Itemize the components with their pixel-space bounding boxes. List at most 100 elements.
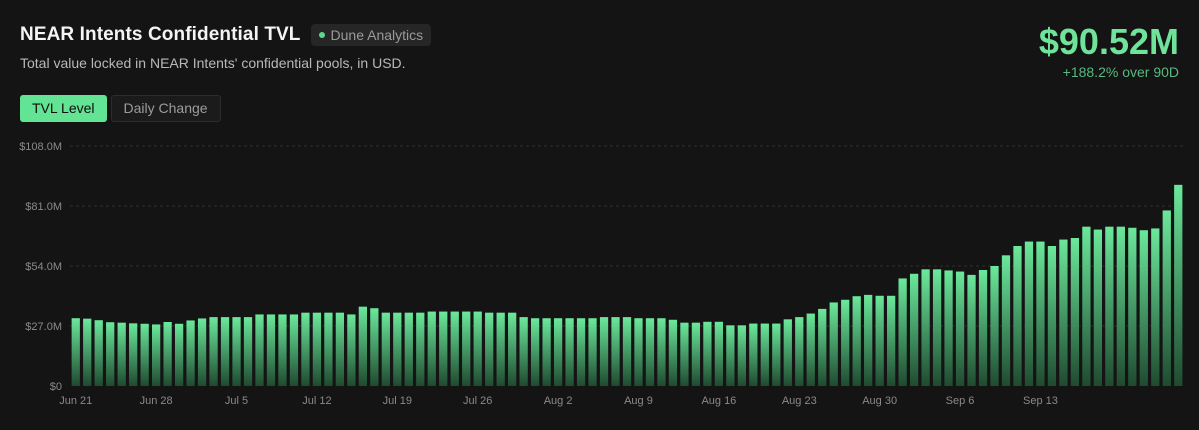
tab-tvl-level[interactable]: TVL Level — [20, 95, 107, 122]
bar[interactable] — [887, 295, 896, 386]
bar[interactable] — [289, 314, 299, 386]
bar[interactable] — [450, 311, 459, 386]
bar[interactable] — [439, 311, 448, 386]
bar[interactable] — [519, 317, 528, 386]
bar[interactable] — [955, 271, 965, 386]
bar[interactable] — [1093, 229, 1102, 386]
bar[interactable] — [1082, 226, 1091, 386]
bar[interactable] — [772, 323, 781, 386]
bar[interactable] — [1162, 210, 1171, 386]
bar[interactable] — [622, 317, 632, 386]
bar[interactable] — [232, 317, 241, 386]
bar[interactable] — [576, 318, 586, 386]
bar[interactable] — [657, 318, 666, 386]
bar[interactable] — [1174, 184, 1183, 386]
bar[interactable] — [542, 318, 551, 386]
bar[interactable] — [473, 311, 482, 386]
bar[interactable] — [668, 319, 678, 386]
bar[interactable] — [220, 317, 230, 386]
bar[interactable] — [978, 270, 988, 386]
bar[interactable] — [117, 322, 126, 386]
bar[interactable] — [875, 295, 884, 386]
bar[interactable] — [611, 317, 620, 386]
bar[interactable] — [565, 318, 574, 386]
bar[interactable] — [209, 317, 218, 386]
bar[interactable] — [806, 313, 815, 386]
bar[interactable] — [174, 323, 184, 386]
bar[interactable] — [680, 322, 689, 386]
bar[interactable] — [691, 322, 701, 386]
bar[interactable] — [243, 317, 253, 386]
bar[interactable] — [737, 325, 746, 386]
bar[interactable] — [588, 318, 597, 386]
bar[interactable] — [1128, 227, 1137, 386]
bar[interactable] — [1070, 238, 1080, 386]
source-badge[interactable]: Dune Analytics — [310, 24, 432, 46]
bar[interactable] — [129, 323, 138, 386]
bar[interactable] — [266, 314, 276, 386]
bar[interactable] — [921, 269, 930, 386]
bar[interactable] — [760, 323, 769, 386]
bar[interactable] — [140, 323, 149, 386]
bar[interactable] — [416, 312, 425, 386]
bar[interactable] — [94, 320, 103, 386]
bar[interactable] — [106, 322, 115, 386]
bar[interactable] — [932, 269, 942, 386]
bar[interactable] — [393, 312, 402, 386]
bar[interactable] — [381, 312, 390, 386]
bar[interactable] — [485, 312, 494, 386]
bar[interactable] — [944, 270, 953, 386]
bar[interactable] — [163, 322, 172, 386]
bar[interactable] — [278, 314, 287, 386]
bar[interactable] — [347, 314, 356, 386]
bar[interactable] — [1105, 226, 1114, 386]
bar[interactable] — [967, 274, 976, 386]
bar[interactable] — [749, 323, 758, 386]
bar[interactable] — [462, 311, 471, 386]
bar[interactable] — [841, 299, 850, 386]
bar[interactable] — [404, 312, 413, 386]
bar[interactable] — [829, 302, 838, 386]
bar[interactable] — [71, 318, 80, 386]
bar[interactable] — [83, 318, 92, 386]
bar[interactable] — [427, 311, 436, 386]
bar[interactable] — [634, 318, 643, 386]
bar[interactable] — [1047, 246, 1057, 386]
bar[interactable] — [726, 325, 735, 386]
bar[interactable] — [1024, 241, 1034, 386]
bar[interactable] — [1116, 226, 1125, 386]
bar[interactable] — [1151, 228, 1160, 386]
bar[interactable] — [197, 318, 207, 386]
bar[interactable] — [1001, 255, 1011, 386]
bar[interactable] — [1139, 230, 1148, 386]
bar[interactable] — [312, 312, 322, 386]
bar[interactable] — [358, 306, 367, 386]
bar[interactable] — [990, 266, 999, 386]
bar[interactable] — [496, 312, 505, 386]
bar[interactable] — [852, 296, 861, 386]
bar[interactable] — [370, 308, 379, 386]
bar[interactable] — [508, 312, 517, 386]
bar[interactable] — [530, 318, 540, 386]
bar[interactable] — [898, 278, 907, 386]
bar[interactable] — [703, 321, 712, 386]
bar[interactable] — [301, 312, 310, 386]
bar[interactable] — [795, 317, 804, 386]
bar[interactable] — [255, 314, 264, 386]
bar[interactable] — [1013, 246, 1022, 386]
bar[interactable] — [553, 318, 563, 386]
bar[interactable] — [645, 318, 655, 386]
bar[interactable] — [864, 294, 873, 386]
bar[interactable] — [714, 321, 724, 386]
bar[interactable] — [1036, 241, 1045, 386]
bar[interactable] — [909, 273, 919, 386]
bar[interactable] — [186, 320, 195, 386]
bar[interactable] — [335, 312, 345, 386]
bar[interactable] — [599, 317, 609, 386]
bar[interactable] — [152, 324, 161, 386]
bar[interactable] — [1059, 239, 1068, 386]
tab-daily-change[interactable]: Daily Change — [110, 95, 221, 122]
bar[interactable] — [324, 312, 333, 386]
bar[interactable] — [818, 308, 827, 386]
bar[interactable] — [783, 319, 792, 386]
